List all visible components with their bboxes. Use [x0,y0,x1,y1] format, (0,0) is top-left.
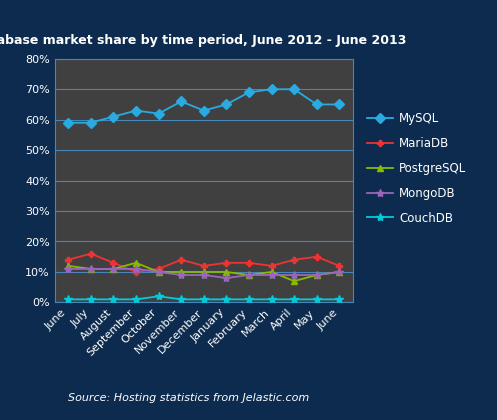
MariaDB [201,263,207,268]
MariaDB [246,260,252,265]
CouchDB [88,297,94,302]
MariaDB [178,257,184,262]
Text: Source: Hosting statistics from Jelastic.com: Source: Hosting statistics from Jelastic… [68,393,310,403]
MariaDB [88,251,94,256]
CouchDB [156,294,162,299]
CouchDB [246,297,252,302]
MySQL [201,108,207,113]
MySQL [178,99,184,104]
PostgreSQL [110,266,116,271]
CouchDB [178,297,184,302]
PostgreSQL [223,270,229,275]
MariaDB [133,270,139,275]
MongoDB [291,273,297,278]
Legend: MySQL, MariaDB, PostgreSQL, MongoDB, CouchDB: MySQL, MariaDB, PostgreSQL, MongoDB, Cou… [365,110,469,227]
MariaDB [110,260,116,265]
CouchDB [65,297,71,302]
MySQL [336,102,342,107]
PostgreSQL [65,263,71,268]
MongoDB [201,273,207,278]
MongoDB [156,270,162,275]
Line: MongoDB: MongoDB [64,265,343,282]
MariaDB [291,257,297,262]
MariaDB [314,254,320,259]
MongoDB [110,266,116,271]
CouchDB [336,297,342,302]
PostgreSQL [178,270,184,275]
Line: PostgreSQL: PostgreSQL [65,259,343,285]
MySQL [268,87,274,92]
MySQL [110,114,116,119]
MongoDB [223,276,229,281]
MongoDB [133,266,139,271]
MongoDB [314,273,320,278]
MongoDB [88,266,94,271]
MySQL [156,111,162,116]
PostgreSQL [133,260,139,265]
CouchDB [268,297,274,302]
MongoDB [246,273,252,278]
PostgreSQL [88,266,94,271]
MongoDB [268,273,274,278]
CouchDB [291,297,297,302]
MySQL [291,87,297,92]
MongoDB [178,273,184,278]
CouchDB [110,297,116,302]
PostgreSQL [336,270,342,275]
Line: MariaDB: MariaDB [66,251,342,275]
PostgreSQL [201,270,207,275]
PostgreSQL [156,270,162,275]
MySQL [246,90,252,95]
PostgreSQL [314,273,320,278]
PostgreSQL [246,273,252,278]
CouchDB [201,297,207,302]
Line: CouchDB: CouchDB [64,292,343,304]
MySQL [88,120,94,125]
PostgreSQL [291,278,297,284]
MariaDB [223,260,229,265]
MariaDB [65,257,71,262]
CouchDB [133,297,139,302]
MariaDB [268,263,274,268]
MySQL [133,108,139,113]
PostgreSQL [268,270,274,275]
MySQL [314,102,320,107]
MariaDB [156,266,162,271]
MongoDB [65,266,71,271]
CouchDB [223,297,229,302]
Text: Database market share by time period, June 2012 - June 2013: Database market share by time period, Ju… [0,34,406,47]
MongoDB [336,270,342,275]
CouchDB [314,297,320,302]
Line: MySQL: MySQL [65,86,343,126]
MySQL [223,102,229,107]
MariaDB [336,263,342,268]
MySQL [65,120,71,125]
